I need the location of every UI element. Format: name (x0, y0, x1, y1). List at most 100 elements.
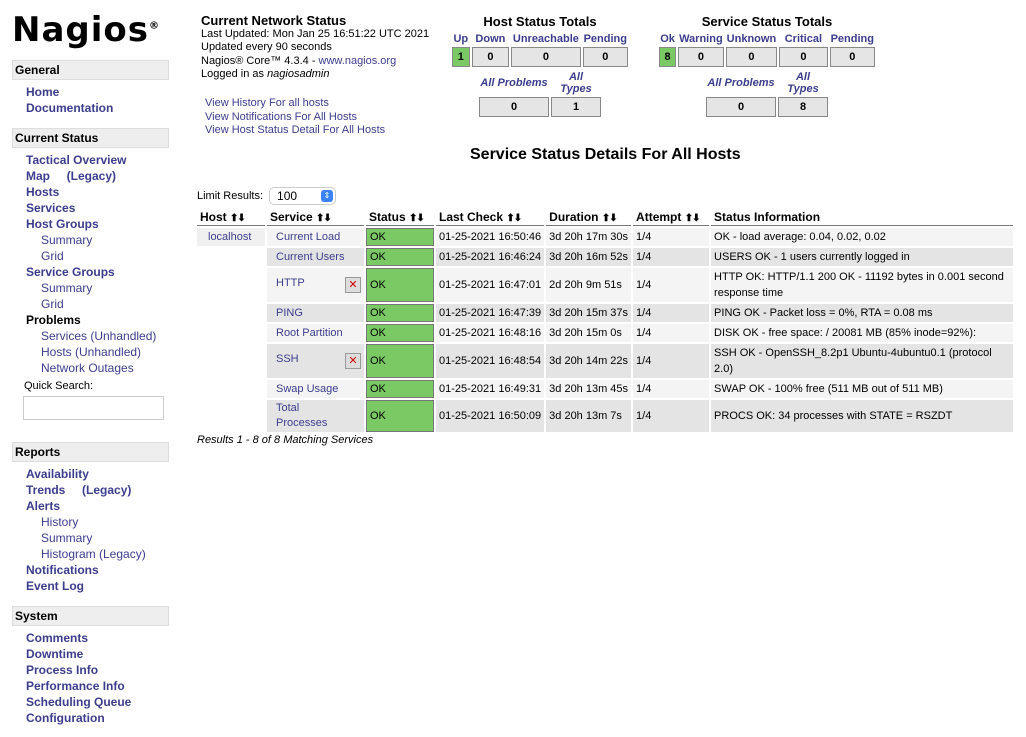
totals-label-pending[interactable]: Pending (583, 33, 627, 45)
duration: 3d 20h 15m 37s (546, 304, 632, 322)
sidebar-item-summary[interactable]: Summary (41, 233, 93, 247)
service-cell: Current Load (267, 228, 364, 246)
sort-arrows-icon[interactable]: ⬆⬇ (409, 213, 425, 224)
sort-arrows-icon[interactable]: ⬆⬇ (230, 213, 246, 224)
service-link[interactable]: HTTP (276, 277, 305, 289)
service-link[interactable]: Root Partition (276, 327, 343, 339)
limit-select[interactable]: 100 ⇕ (269, 187, 337, 205)
sidebar-item-notifications[interactable]: Notifications (26, 563, 99, 577)
totals-label-ok[interactable]: Ok (660, 33, 675, 45)
table-row: Current Users OK 01-25-2021 16:46:24 3d 20h… (197, 248, 1014, 266)
sidebar-item-network-outages[interactable]: Network Outages (41, 361, 134, 375)
host-cell (197, 380, 265, 398)
totals-value-down[interactable]: 0 (471, 47, 510, 67)
totals-value-all-types[interactable]: 1 (551, 97, 601, 117)
sidebar-item-event-log[interactable]: Event Log (26, 579, 85, 593)
service-link[interactable]: Current Users (276, 251, 345, 263)
last-check: 01-25-2021 16:49:31 (436, 380, 545, 398)
totals-label-warning[interactable]: Warning (679, 33, 723, 45)
sort-arrows-icon[interactable]: ⬆⬇ (684, 213, 701, 224)
sort-arrows-icon[interactable]: ⬆⬇ (316, 213, 332, 224)
sidebar-item-service-groups[interactable]: Service Groups (26, 265, 115, 279)
sidebar-item-home[interactable]: Home (26, 85, 60, 99)
totals-value-unknown[interactable]: 0 (725, 47, 778, 67)
totals-label-all-problems[interactable]: All Problems (480, 77, 548, 89)
notifications-disabled-icon[interactable]: ✕ (345, 277, 361, 293)
last-check: 01-25-2021 16:50:09 (436, 400, 545, 432)
sort-arrows-icon[interactable]: ⬆⬇ (601, 213, 618, 224)
totals-label-unknown[interactable]: Unknown (726, 33, 777, 45)
sidebar-item-alerts[interactable]: Alerts (26, 499, 61, 513)
totals-label-pending[interactable]: Pending (830, 33, 874, 45)
sidebar-item-downtime[interactable]: Downtime (26, 647, 84, 661)
info-title: Current Network Status (201, 13, 347, 28)
sidebar-item-availability[interactable]: Availability (26, 467, 89, 481)
sidebar-item-host-groups[interactable]: Host Groups (26, 217, 99, 231)
view-host-status-link[interactable]: View Host Status Detail For All Hosts (205, 124, 386, 136)
service-link[interactable]: Total Processes (276, 402, 328, 429)
nagios-logo[interactable]: Nagios® (12, 10, 160, 50)
status-information: OK - load average: 0.04, 0.02, 0.02 (711, 228, 1014, 246)
sidebar-item-documentation[interactable]: Documentation (26, 101, 114, 115)
totals-label-unreachable[interactable]: Unreachable (512, 33, 579, 45)
totals-label-critical[interactable]: Critical (784, 33, 823, 45)
sidebar-item-map-legacy[interactable]: Map (Legacy) (26, 169, 117, 183)
quick-search-input[interactable] (23, 396, 164, 420)
totals-value-pending[interactable]: 0 (829, 47, 875, 67)
sidebar-item-services-unhandled[interactable]: Services (Unhandled) (41, 329, 157, 343)
sidebar-item-process-info[interactable]: Process Info (26, 663, 99, 677)
version: Nagios® Core™ 4.3.4 - (201, 54, 319, 67)
totals-summary-table: All Problems All Types 0 8 (704, 69, 830, 119)
sidebar-item-scheduling-queue[interactable]: Scheduling Queue (26, 695, 132, 709)
host-link[interactable]: localhost (208, 231, 252, 243)
service-link[interactable]: SSH (276, 353, 299, 365)
totals-value-all-problems[interactable]: 0 (479, 97, 549, 117)
duration: 3d 20h 14m 22s (546, 344, 632, 378)
totals-value-warning[interactable]: 0 (678, 47, 724, 67)
service-link[interactable]: PING (276, 307, 303, 319)
quick-search-label: Quick Search: (24, 380, 94, 392)
sidebar-item-history[interactable]: History (41, 515, 79, 529)
sidebar-item-grid[interactable]: Grid (41, 249, 64, 263)
sort-arrows-icon[interactable]: ⬆⬇ (506, 213, 522, 224)
service-link[interactable]: Current Load (276, 231, 341, 243)
sidebar-item-grid[interactable]: Grid (41, 297, 64, 311)
totals-value-ok[interactable]: 8 (659, 47, 677, 67)
totals-label-up[interactable]: Up (453, 33, 469, 45)
totals-value-critical[interactable]: 0 (779, 47, 828, 67)
column-label: Service (270, 210, 313, 224)
totals-value-up[interactable]: 1 (452, 47, 470, 67)
sidebar-item-summary[interactable]: Summary (41, 531, 93, 545)
sidebar-item-performance-info[interactable]: Performance Info (26, 679, 125, 693)
table-row: ✕ SSH OK 01-25-2021 16:48:54 3d 20h 14m 22s 1… (197, 344, 1014, 378)
service-link[interactable]: Swap Usage (276, 383, 339, 395)
nagios-site-link[interactable]: www.nagios.org (318, 54, 397, 67)
column-label: Duration (549, 210, 599, 224)
totals-label-all-types[interactable]: All Types (560, 71, 592, 95)
totals-value-all-problems[interactable]: 0 (706, 97, 776, 117)
totals-value-unreachable[interactable]: 0 (511, 47, 581, 67)
sidebar-header-general: General (12, 60, 169, 80)
sidebar-item-comments[interactable]: Comments (26, 631, 89, 645)
table-row: localhost Current Load OK 01-25-2021 16:50:… (197, 228, 1014, 246)
sidebar-item-hosts[interactable]: Hosts (26, 185, 60, 199)
sidebar-item-configuration[interactable]: Configuration (26, 711, 105, 725)
view-notifications-link[interactable]: View Notifications For All Hosts (205, 110, 358, 123)
sidebar-item-hosts-unhandled[interactable]: Hosts (Unhandled) (41, 345, 142, 359)
results-count: Results 1 - 8 of 8 Matching Services (197, 434, 374, 446)
totals-value-pending[interactable]: 0 (582, 47, 628, 67)
view-history-link[interactable]: View History For all hosts (205, 97, 329, 109)
sidebar-item-histogram-legacy[interactable]: Histogram (Legacy) (41, 547, 146, 561)
sidebar-item-trends-legacy[interactable]: Trends (Legacy) (26, 483, 132, 497)
sidebar-item-summary[interactable]: Summary (41, 281, 93, 295)
totals-label-all-problems[interactable]: All Problems (707, 77, 775, 89)
sidebar-item-services[interactable]: Services (26, 201, 76, 215)
last-updated: Last Updated: Mon Jan 25 16:51:22 UTC 20… (201, 27, 430, 40)
service-cell: Swap Usage (267, 380, 364, 398)
totals-value-all-types[interactable]: 8 (778, 97, 828, 117)
totals-label-all-types[interactable]: All Types (787, 71, 819, 95)
notifications-disabled-icon[interactable]: ✕ (345, 353, 361, 369)
sidebar-item-tactical-overview[interactable]: Tactical Overview (26, 153, 127, 167)
totals-label-down[interactable]: Down (475, 33, 506, 45)
last-check: 01-25-2021 16:47:39 (436, 304, 545, 322)
